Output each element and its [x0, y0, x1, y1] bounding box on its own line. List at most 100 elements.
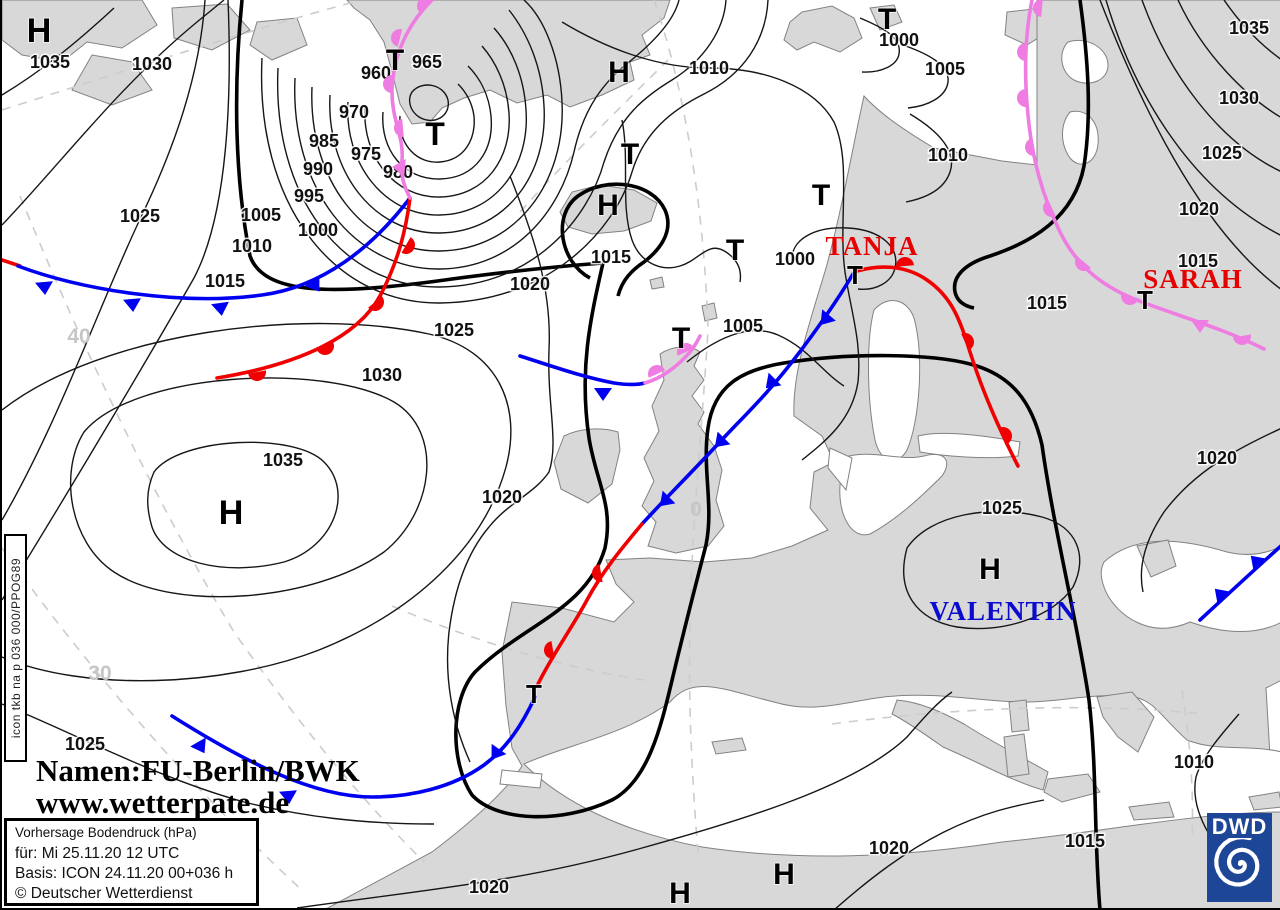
grid-label: 40: [67, 325, 90, 348]
pressure-label: 1005: [241, 205, 281, 225]
pressure-center-T: T: [878, 3, 896, 36]
pressure-label: 1020: [869, 838, 909, 858]
pressure-center-H: H: [669, 877, 691, 910]
pressure-center-H: H: [608, 56, 630, 89]
warm-front-semicircle: [391, 29, 403, 47]
pressure-label: 1000: [775, 249, 815, 269]
product-code-box: icon tkb na p 036 000/PPOG89: [4, 534, 27, 762]
pressure-label: 1035: [1229, 18, 1269, 38]
pressure-label: 1025: [1202, 143, 1242, 163]
pressure-label: 990: [303, 159, 333, 179]
pressure-label: 1000: [879, 30, 919, 50]
cold-front-triangle: [1191, 320, 1209, 333]
pressure-center-T: T: [526, 679, 542, 709]
pressure-center-H: H: [597, 189, 619, 222]
info-copyright: © Deutscher Wetterdienst: [15, 885, 193, 902]
storm-name-label: TANJA: [825, 231, 918, 261]
cold-front-triangle: [820, 309, 836, 325]
mainland-europe: [326, 0, 1280, 908]
watermark: Namen:FU-Berlin/BWK www.wetterpate.de: [36, 755, 360, 818]
cold-front-line: [518, 354, 647, 387]
warm-front-semicircle: [1025, 138, 1036, 156]
pressure-label: 1010: [689, 58, 729, 78]
pressure-center-T: T: [621, 138, 639, 171]
info-model-basis: Basis: ICON 24.11.20 00+036 h: [15, 865, 234, 882]
pressure-label: 960: [361, 63, 391, 83]
occ-front-line: [390, 0, 434, 200]
warm-front-semicircle: [417, 0, 431, 14]
pressure-label: 965: [412, 52, 442, 72]
cold-front-triangle: [123, 298, 141, 312]
graticule-layer: [2, 0, 1205, 893]
pressure-label: 1030: [362, 365, 402, 385]
cold-front-triangle: [1250, 555, 1267, 572]
pressure-label: 1010: [1174, 752, 1214, 772]
pressure-label: 970: [339, 102, 369, 122]
pressure-center-T: T: [425, 116, 445, 152]
occ-front-line: [643, 334, 702, 385]
pressure-label: 1020: [1179, 199, 1219, 219]
occ-front-line: [1023, 0, 1266, 351]
cold-front-triangle: [190, 737, 206, 754]
gulf-of-bothnia: [868, 300, 921, 462]
warm-front-semicircle: [1233, 334, 1251, 345]
pressure-label: 1010: [232, 236, 272, 256]
warm-front-semicircle: [401, 237, 415, 254]
info-valid-time: für: Mi 25.11.20 12 UTC: [15, 845, 180, 862]
forecast-info-box: Vorhersage Bodendruck (hPa) für: Mi 25.1…: [4, 818, 259, 906]
pressure-label: 1015: [205, 271, 245, 291]
pressure-label: 1005: [925, 59, 965, 79]
pressure-center-H: H: [979, 553, 1001, 586]
pressure-center-T: T: [672, 322, 690, 355]
warm-front-semicircle: [1121, 293, 1139, 305]
greece: [1096, 691, 1155, 753]
spiral-path: [1213, 838, 1259, 887]
dwd-spiral-icon: [1213, 838, 1259, 887]
storm-name-label: SARAH: [1143, 264, 1243, 294]
baltic-sea: [839, 453, 947, 536]
warm-front-semicircle: [677, 343, 695, 356]
pressure-label: 1020: [469, 877, 509, 897]
pressure-label: 995: [294, 186, 324, 206]
ireland: [553, 428, 621, 504]
pressure-center-T: T: [812, 179, 830, 212]
grid-label: 0: [690, 498, 702, 521]
warm-front-semicircle: [648, 365, 666, 378]
iceland: [559, 184, 658, 235]
pressure-label: 1020: [510, 274, 550, 294]
dwd-logo: DWD: [1207, 813, 1272, 902]
pressure-label: 1025: [434, 320, 474, 340]
cold-front-triangle: [714, 431, 731, 448]
warm-front-semicircle: [1043, 199, 1056, 217]
pressure-label: 1015: [591, 247, 631, 267]
cold-front-line: [1198, 544, 1280, 622]
storm-name-label: VALENTIN: [929, 596, 1076, 626]
cold-front-triangle: [279, 790, 297, 804]
pressure-label: 1000: [298, 220, 338, 240]
warm-front-semicircle: [1000, 427, 1012, 445]
pressure-label: 975: [351, 144, 381, 164]
pressure-center-T: T: [386, 44, 404, 77]
pressure-label: 1030: [1219, 88, 1259, 108]
warm-front-semicircle: [368, 296, 384, 311]
warm-front-semicircle: [1033, 0, 1043, 17]
warm-front-line: [855, 265, 1020, 468]
cold-front-triangle: [491, 743, 507, 760]
warm-front-semicircle: [1017, 89, 1026, 107]
pressure-center-H: H: [773, 858, 795, 891]
pressure-label: 1025: [982, 498, 1022, 518]
pressure-center-T: T: [1137, 285, 1153, 315]
cold-front-triangle: [35, 281, 53, 295]
pressure-center-H: H: [27, 12, 52, 50]
pressure-label: 1030: [132, 54, 172, 74]
watermark-line2: www.wetterpate.de: [36, 784, 290, 820]
dwd-logo-text: DWD: [1211, 814, 1268, 839]
cold-front-line: [170, 695, 537, 799]
warm-front-semicircle: [383, 75, 393, 93]
pressure-label: 1015: [1027, 293, 1067, 313]
pressure-label: 1015: [1178, 251, 1218, 271]
grid-label: 30: [88, 662, 111, 685]
warm-front-semicircle: [248, 370, 266, 381]
pressure-label: 980: [383, 162, 413, 182]
